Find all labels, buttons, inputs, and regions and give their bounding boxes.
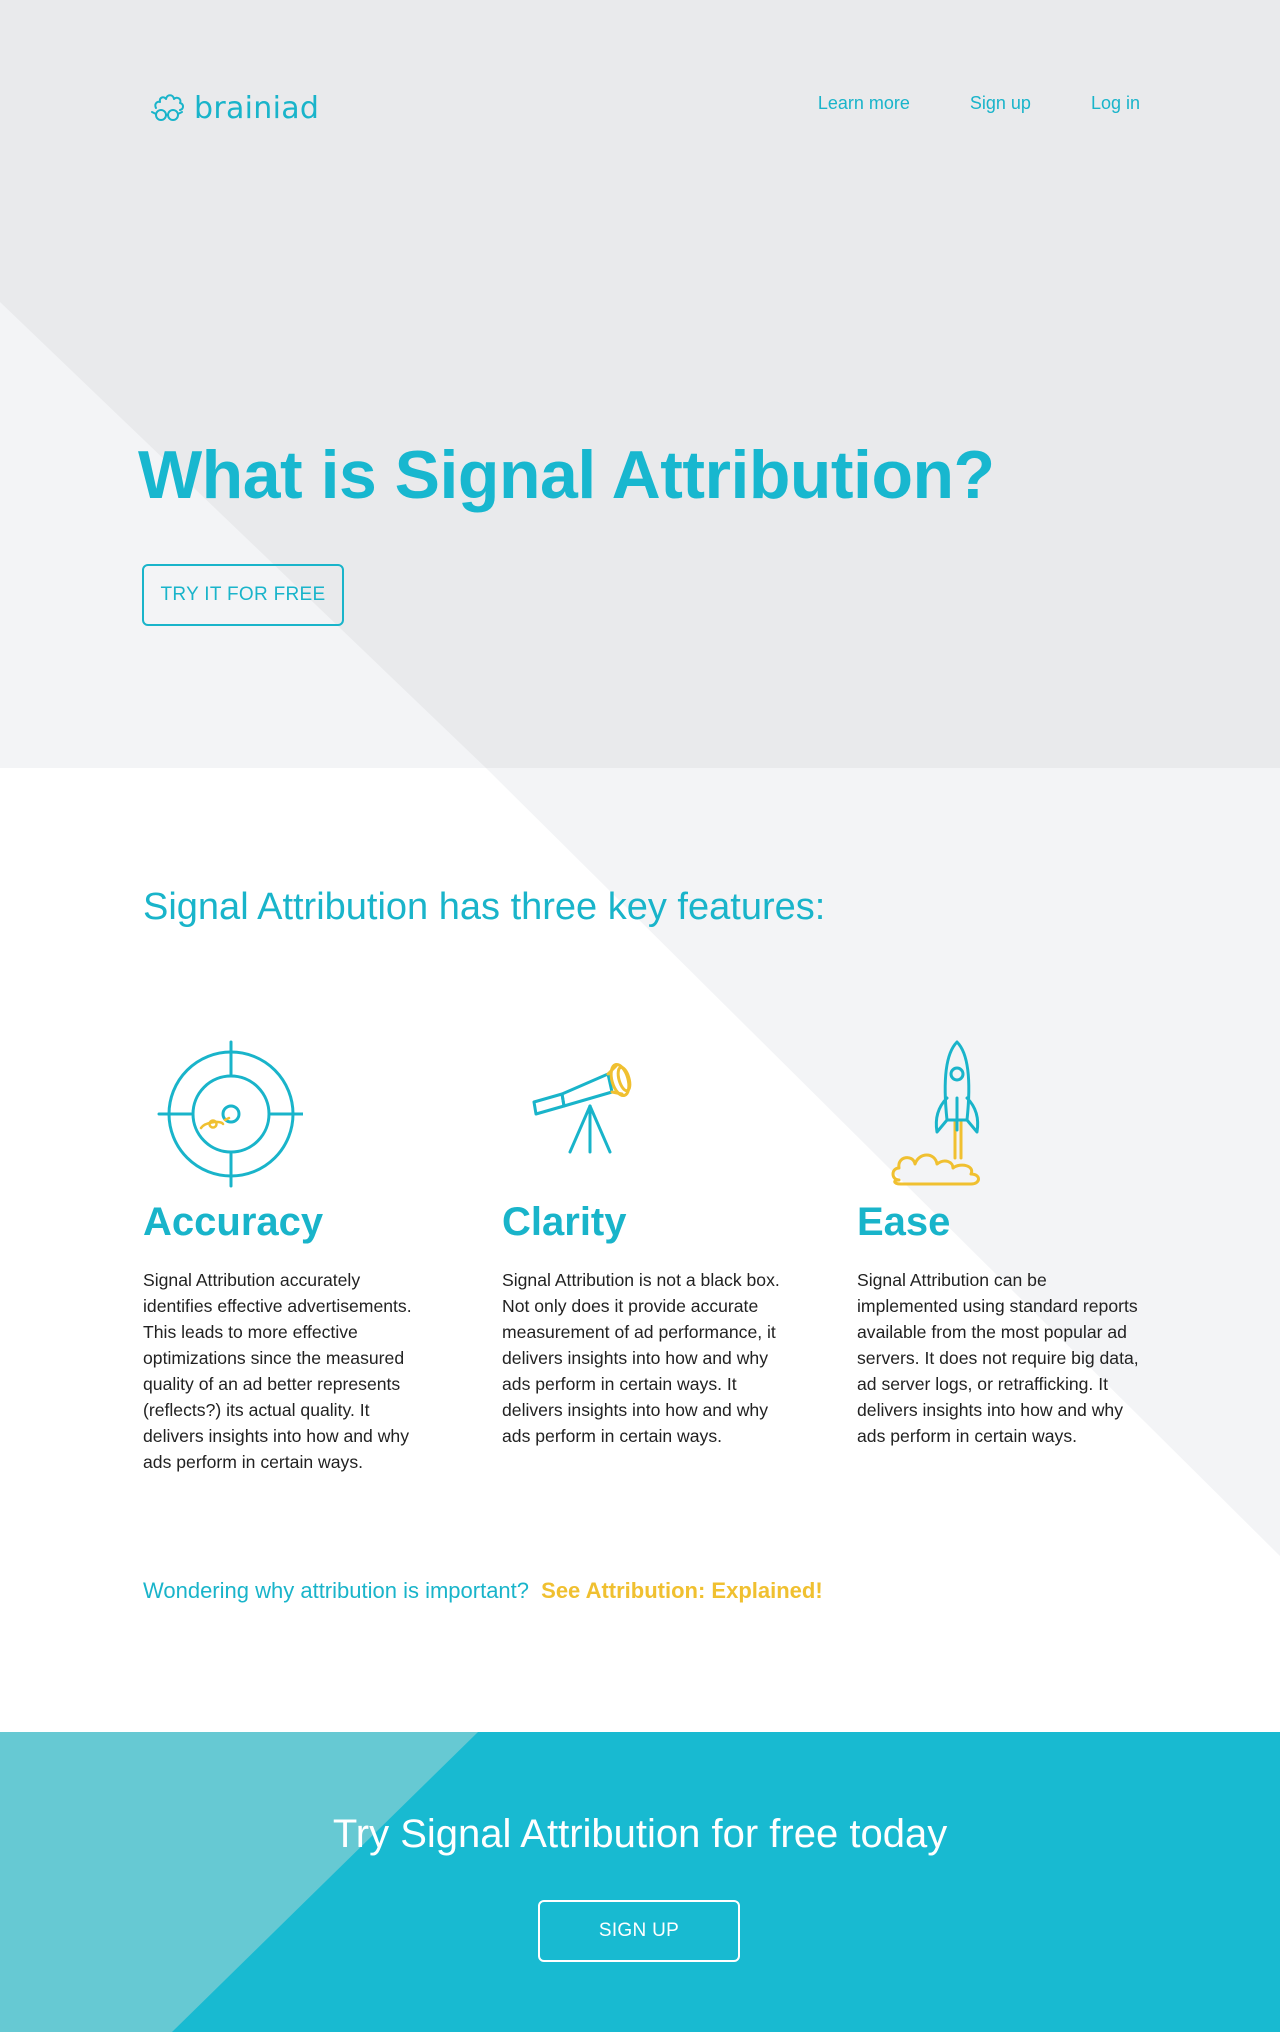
hero-background-triangle: [0, 302, 486, 768]
feature-title-clarity: Clarity: [502, 1200, 627, 1244]
feature-accuracy: Accuracy Signal Attribution accurately i…: [143, 1028, 453, 1475]
attribution-explainer-line: Wondering why attribution is important? …: [143, 1578, 823, 1604]
feature-text-accuracy: Signal Attribution accurately identifies…: [143, 1270, 412, 1472]
attribution-explained-link[interactable]: See Attribution: Explained!: [541, 1578, 823, 1603]
telescope-icon: [532, 1062, 632, 1154]
features-section: Signal Attribution has three key feature…: [0, 768, 1280, 1732]
target-icon: [157, 1040, 303, 1188]
brain-glasses-icon: [151, 94, 184, 121]
cta-background-triangle: [0, 1732, 478, 2032]
hero-section: brainiad Learn more Sign up Log in What …: [0, 0, 1280, 768]
wonder-text: Wondering why attribution is important?: [143, 1578, 530, 1603]
features-background-triangle: [486, 768, 1280, 1556]
rocket-icon: [891, 1040, 980, 1186]
top-nav: brainiad Learn more Sign up Log in: [0, 0, 1280, 160]
feature-title-accuracy: Accuracy: [143, 1200, 324, 1244]
feature-text-clarity: Signal Attribution is not a black box. N…: [502, 1270, 780, 1446]
nav-log-in-link[interactable]: Log in: [1090, 93, 1140, 113]
features-heading: Signal Attribution has three key feature…: [143, 886, 826, 928]
feature-ease: Ease Signal Attribution can be implement…: [857, 1028, 1167, 1449]
footer-cta-section: Try Signal Attribution for free today SI…: [0, 1732, 1280, 2032]
feature-title-ease: Ease: [857, 1200, 951, 1244]
brand-logo[interactable]: brainiad: [148, 88, 319, 128]
hero-title: What is Signal Attribution?: [138, 437, 995, 513]
nav-sign-up-link[interactable]: Sign up: [969, 93, 1031, 113]
brand-name: brainiad: [194, 90, 320, 126]
nav-learn-more-link[interactable]: Learn more: [817, 93, 910, 113]
feature-text-ease: Signal Attribution can be implemented us…: [857, 1270, 1139, 1446]
cta-title: Try Signal Attribution for free today: [332, 1812, 948, 1856]
sign-up-button[interactable]: SIGN UP: [538, 1900, 740, 1962]
nav-links: Learn more Sign up Log in: [758, 93, 1140, 114]
try-it-free-button[interactable]: TRY IT FOR FREE: [142, 564, 344, 626]
feature-clarity: Clarity Signal Attribution is not a blac…: [502, 1028, 812, 1449]
